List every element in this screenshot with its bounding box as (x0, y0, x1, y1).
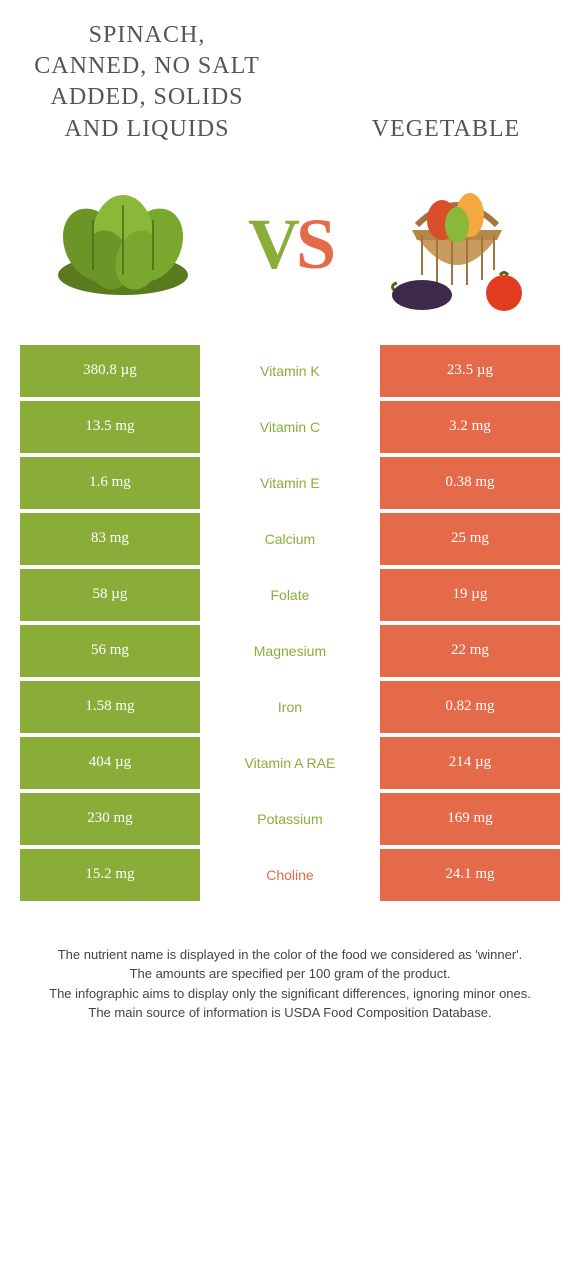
cell-left-value: 380.8 µg (20, 345, 200, 397)
cell-right-value: 19 µg (380, 569, 560, 621)
nutrient-table: 380.8 µgVitamin K23.5 µg13.5 mgVitamin C… (0, 345, 580, 901)
cell-right-value: 0.82 mg (380, 681, 560, 733)
cell-left-value: 404 µg (20, 737, 200, 789)
table-row: 230 mgPotassium169 mg (20, 793, 560, 845)
cell-nutrient-name: Vitamin E (200, 457, 380, 509)
spinach-image (43, 175, 203, 315)
table-row: 15.2 mgCholine24.1 mg (20, 849, 560, 901)
cell-left-value: 13.5 mg (20, 401, 200, 453)
cell-left-value: 83 mg (20, 513, 200, 565)
cell-left-value: 1.58 mg (20, 681, 200, 733)
cell-nutrient-name: Potassium (200, 793, 380, 845)
cell-nutrient-name: Magnesium (200, 625, 380, 677)
table-row: 380.8 µgVitamin K23.5 µg (20, 345, 560, 397)
title-right: VEGETABLE (342, 114, 550, 145)
spinach-icon (43, 190, 203, 300)
cell-nutrient-name: Vitamin A RAE (200, 737, 380, 789)
cell-right-value: 3.2 mg (380, 401, 560, 453)
header: SPINACH, CANNED, NO SALT ADDED, SOLIDS A… (0, 0, 580, 155)
cell-nutrient-name: Vitamin C (200, 401, 380, 453)
cell-right-value: 25 mg (380, 513, 560, 565)
table-row: 83 mgCalcium25 mg (20, 513, 560, 565)
cell-right-value: 169 mg (380, 793, 560, 845)
cell-nutrient-name: Folate (200, 569, 380, 621)
cell-nutrient-name: Iron (200, 681, 380, 733)
cell-left-value: 1.6 mg (20, 457, 200, 509)
cell-nutrient-name: Calcium (200, 513, 380, 565)
cell-left-value: 230 mg (20, 793, 200, 845)
table-row: 13.5 mgVitamin C3.2 mg (20, 401, 560, 453)
cell-left-value: 56 mg (20, 625, 200, 677)
table-row: 1.58 mgIron0.82 mg (20, 681, 560, 733)
vs-v: V (248, 204, 296, 284)
footer: The nutrient name is displayed in the co… (0, 905, 580, 1043)
table-row: 1.6 mgVitamin E0.38 mg (20, 457, 560, 509)
vs-s: S (296, 204, 332, 284)
cell-right-value: 0.38 mg (380, 457, 560, 509)
cell-left-value: 15.2 mg (20, 849, 200, 901)
cell-right-value: 22 mg (380, 625, 560, 677)
cell-right-value: 214 µg (380, 737, 560, 789)
footer-line: The amounts are specified per 100 gram o… (30, 964, 550, 984)
footer-line: The nutrient name is displayed in the co… (30, 945, 550, 965)
vs-label: VS (248, 203, 332, 286)
footer-line: The main source of information is USDA F… (30, 1003, 550, 1023)
table-row: 56 mgMagnesium22 mg (20, 625, 560, 677)
title-left: SPINACH, CANNED, NO SALT ADDED, SOLIDS A… (30, 20, 264, 145)
table-row: 404 µgVitamin A RAE214 µg (20, 737, 560, 789)
cell-right-value: 23.5 µg (380, 345, 560, 397)
cell-right-value: 24.1 mg (380, 849, 560, 901)
images-row: VS (0, 155, 580, 345)
basket-icon (382, 175, 532, 315)
cell-left-value: 58 µg (20, 569, 200, 621)
cell-nutrient-name: Vitamin K (200, 345, 380, 397)
vegetable-image (377, 175, 537, 315)
cell-nutrient-name: Choline (200, 849, 380, 901)
table-row: 58 µgFolate19 µg (20, 569, 560, 621)
footer-line: The infographic aims to display only the… (30, 984, 550, 1004)
